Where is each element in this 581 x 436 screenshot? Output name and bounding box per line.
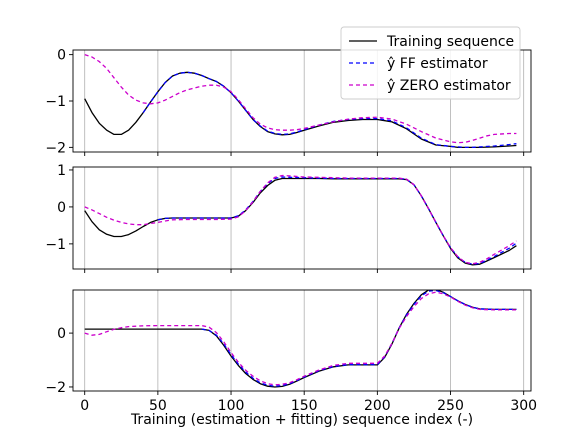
y-tick-label: −2 [45, 140, 66, 156]
legend-label: ŷ FF estimator [387, 56, 488, 72]
x-tick-label: 100 [218, 398, 245, 414]
series-line-zero [84, 291, 517, 386]
y-tick-label: 1 [57, 163, 66, 179]
y-tick-label: 0 [57, 200, 66, 216]
series-line-ff [142, 71, 517, 149]
x-tick-label: 50 [149, 398, 167, 414]
series-group [84, 290, 517, 388]
axes-frame [72, 166, 532, 270]
x-axis-label: Training (estimation + fitting) sequence… [130, 412, 473, 428]
panel-bottom: 0 50 100 150 200 250 300 0 −2 [45, 289, 537, 414]
series-line-ff [201, 290, 517, 387]
series-line-zero [84, 53, 517, 144]
y-tick-label: −1 [45, 237, 66, 253]
series-group [84, 174, 517, 266]
series-line-zero [84, 174, 517, 265]
legend-label: ŷ ZERO estimator [387, 78, 511, 94]
y-tick-label: 0 [57, 326, 66, 342]
panel-top: 0 −1 −2 [45, 48, 532, 156]
series-group [84, 53, 517, 149]
y-tick-label: 0 [57, 48, 66, 64]
x-tick-label: 300 [510, 398, 537, 414]
y-tick-label: −2 [45, 380, 66, 396]
axes-frame [72, 289, 532, 392]
x-tick-label: 150 [291, 398, 318, 414]
x-tick-label: 0 [80, 398, 89, 414]
panels: 0 −1 −2 1 0 −1 0 50 100 150 200 250 300 0 −2 [45, 48, 537, 414]
y-tick-label: −1 [45, 94, 66, 110]
x-tick-label: 200 [364, 398, 391, 414]
legend-label: Training sequence [386, 34, 514, 50]
legend-box [340, 26, 521, 100]
panel-middle: 1 0 −1 [45, 163, 532, 273]
x-tick-label: 250 [437, 398, 464, 414]
legend: Training sequence ŷ FF estimator ŷ ZERO es… [340, 26, 521, 100]
series-line-training [84, 177, 517, 266]
